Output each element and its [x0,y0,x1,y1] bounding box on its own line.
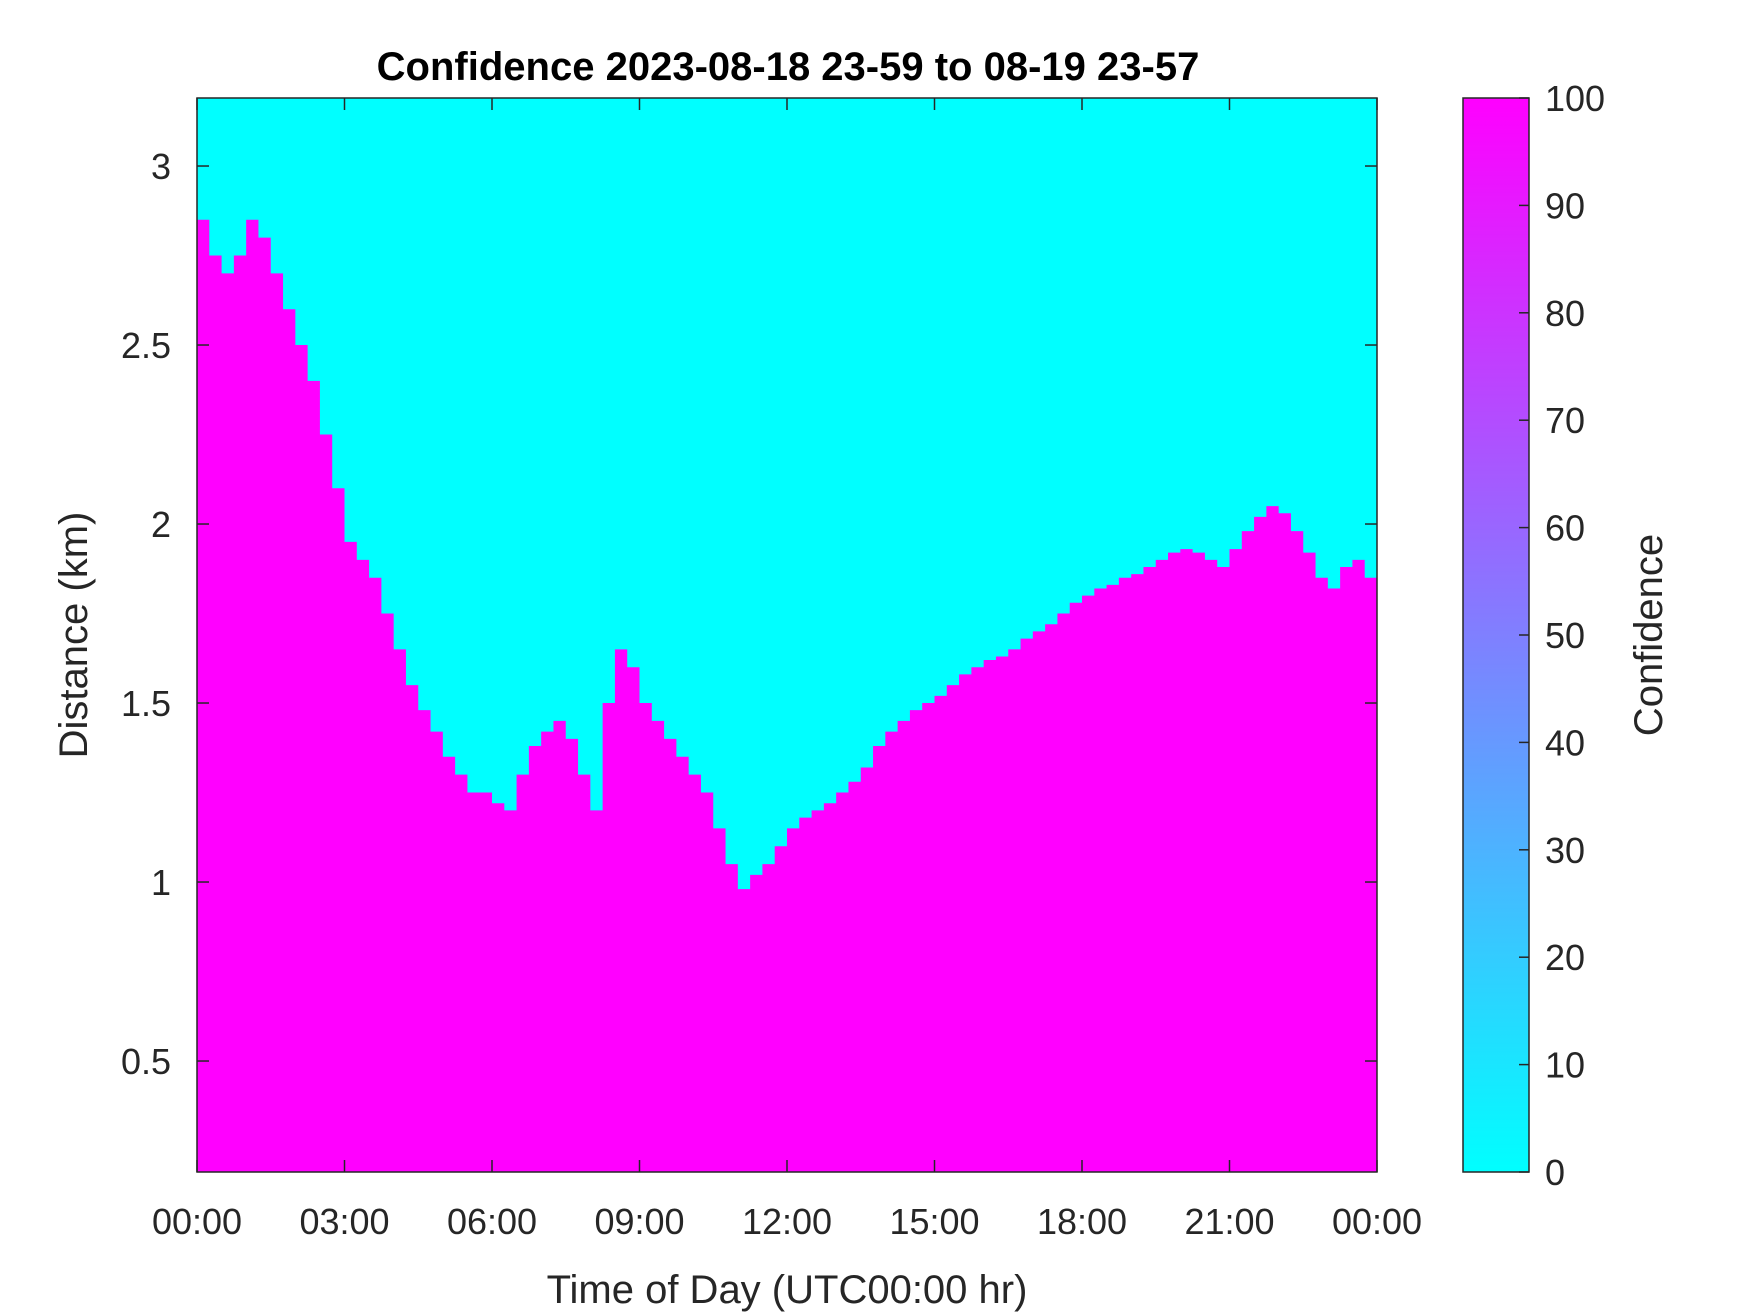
x-tick-label: 18:00 [1037,1201,1127,1242]
colorbar-gradient [1462,97,1530,1173]
colorbar-tick-label: 50 [1545,615,1585,656]
x-axis-label: Time of Day (UTC00:00 hr) [547,1268,1028,1312]
colorbar-tick-label: 10 [1545,1045,1585,1086]
colorbar-tick-label: 60 [1545,508,1585,549]
x-tick-label: 12:00 [742,1201,832,1242]
colorbar-label: Confidence [1627,534,1671,736]
x-tick-label: 09:00 [594,1201,684,1242]
y-tick-label: 0.5 [121,1041,171,1082]
high-confidence-region [197,219,1377,1173]
y-axis-label: Distance (km) [52,512,96,759]
colorbar-tick-label: 90 [1545,185,1585,226]
colorbar-tick-label: 20 [1545,937,1585,978]
x-tick-label: 21:00 [1184,1201,1274,1242]
y-tick-label: 2 [151,504,171,545]
colorbar-ticks: 0 10 20 30 40 50 60 70 80 90 100 [1519,78,1605,1193]
x-tick-label: 03:00 [299,1201,389,1242]
y-tick-label: 2.5 [121,325,171,366]
plot-area: 00:00 03:00 06:00 09:00 12:00 15:00 18:00 21:00… [121,97,1422,1242]
x-tick-label: 00:00 [1332,1201,1422,1242]
colorbar-tick-label: 40 [1545,722,1585,763]
x-tick-label: 06:00 [447,1201,537,1242]
y-tick-label: 1 [151,862,171,903]
x-tick-label: 00:00 [152,1201,242,1242]
colorbar-tick-label: 70 [1545,400,1585,441]
colorbar-tick-label: 100 [1545,78,1605,119]
chart-title: Confidence 2023-08-18 23-59 to 08-19 23-… [377,45,1200,89]
colorbar: 0 10 20 30 40 50 60 70 80 90 100 [1462,78,1605,1193]
colorbar-tick-label: 0 [1545,1152,1565,1193]
y-tick-label: 3 [151,146,171,187]
colorbar-tick-label: 80 [1545,293,1585,334]
y-tick-label: 1.5 [121,683,171,724]
y-axis: 0.5 1 1.5 2 2.5 3 [121,146,1377,1082]
x-tick-label: 15:00 [889,1201,979,1242]
colorbar-tick-label: 30 [1545,830,1585,871]
x-axis: 00:00 03:00 06:00 09:00 12:00 15:00 18:00 21:00… [152,98,1422,1242]
